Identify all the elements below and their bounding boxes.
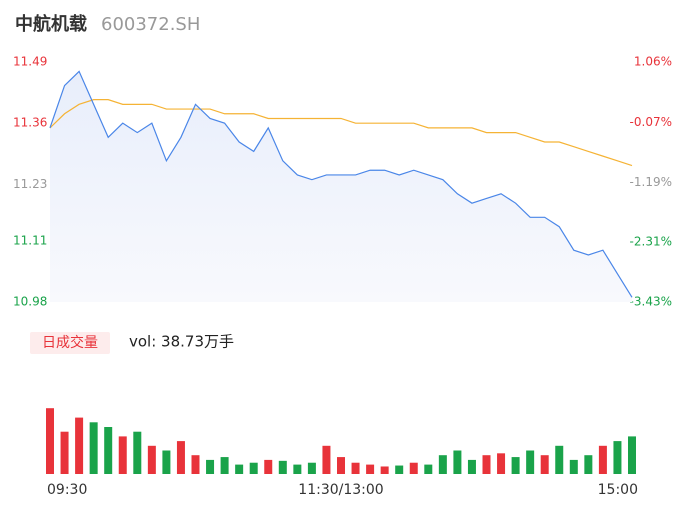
- volume-bar: [337, 457, 345, 474]
- x-tick-label: 11:30/13:00: [298, 482, 383, 498]
- volume-bar: [628, 436, 636, 474]
- volume-bar: [555, 445, 564, 474]
- volume-bar: [424, 464, 433, 474]
- volume-bar: [584, 455, 593, 474]
- y-tick-label: 11.23: [13, 177, 47, 191]
- volume-bar: [467, 459, 476, 474]
- volume-bar: [453, 450, 462, 474]
- y2-tick-label: -0.07%: [630, 115, 672, 129]
- y2-tick-label: -3.43%: [630, 295, 672, 309]
- volume-bar: [395, 465, 404, 474]
- volume-bar: [60, 431, 69, 474]
- volume-bar: [176, 441, 185, 474]
- volume-bar: [569, 459, 578, 474]
- volume-bar: [322, 445, 331, 474]
- volume-bar: [162, 450, 171, 474]
- y2-tick-label: -1.19%: [630, 175, 672, 189]
- volume-bar: [351, 462, 360, 474]
- volume-bar: [598, 445, 607, 474]
- y2-tick-label: -2.31%: [630, 235, 672, 249]
- volume-bar: [147, 445, 156, 474]
- volume-bar: [526, 450, 535, 474]
- volume-bar: [409, 462, 418, 474]
- volume-badge: 日成交量: [42, 334, 98, 351]
- volume-bar: [497, 453, 506, 474]
- volume-bar: [540, 455, 549, 474]
- price-line: [49, 70, 633, 298]
- stock-code: 600372.SH: [101, 14, 200, 35]
- y-tick-label: 11.49: [13, 55, 47, 69]
- volume-badge-bg: [30, 332, 110, 354]
- volume-bar: [133, 431, 142, 474]
- volume-total: vol: 38.73万手: [129, 333, 234, 351]
- volume-bar: [293, 464, 302, 474]
- y-tick-label: 11.36: [13, 116, 47, 130]
- y-tick-label: 10.98: [13, 295, 47, 309]
- stock-name: 中航机载: [15, 13, 87, 35]
- volume-bar: [307, 462, 316, 474]
- volume-bar: [235, 464, 244, 474]
- volume-bar: [75, 417, 84, 474]
- volume-bar: [206, 459, 215, 474]
- price-area: [50, 71, 632, 302]
- x-tick-label: 15:00: [598, 482, 638, 498]
- volume-bar: [511, 457, 520, 474]
- volume-bar: [366, 464, 375, 474]
- volume-bar: [264, 459, 273, 474]
- volume-bar: [380, 466, 389, 474]
- volume-bar: [220, 457, 229, 474]
- volume-bar: [118, 436, 127, 474]
- volume-bar: [46, 408, 54, 474]
- volume-bar: [613, 441, 622, 474]
- volume-bar: [278, 460, 287, 474]
- avg-price-line: [49, 99, 633, 167]
- volume-bar: [191, 455, 200, 474]
- volume-bar: [249, 462, 258, 474]
- volume-bar: [89, 422, 98, 474]
- volume-bar: [438, 455, 447, 474]
- volume-bar: [482, 455, 491, 474]
- x-tick-label: 09:30: [47, 482, 87, 498]
- volume-bar: [104, 427, 113, 474]
- y2-tick-label: 1.06%: [634, 55, 672, 69]
- y-tick-label: 11.11: [13, 233, 47, 247]
